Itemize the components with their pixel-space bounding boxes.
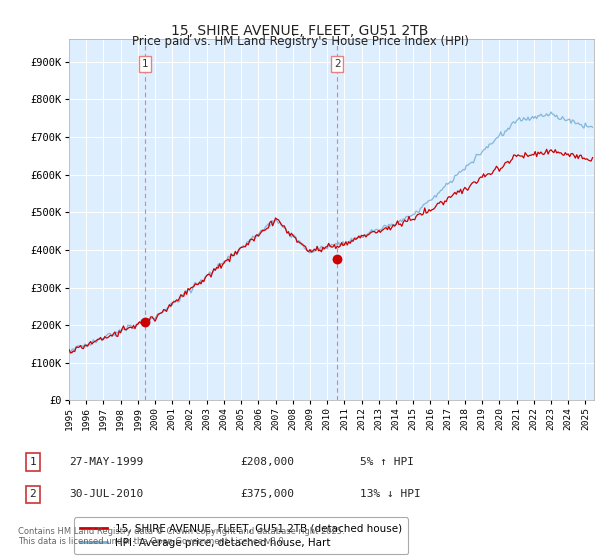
Text: 5% ↑ HPI: 5% ↑ HPI — [360, 457, 414, 467]
Text: 30-JUL-2010: 30-JUL-2010 — [69, 489, 143, 500]
Text: 1: 1 — [142, 59, 148, 69]
Text: 2: 2 — [334, 59, 340, 69]
Point — [140, 318, 150, 326]
Text: 1: 1 — [29, 457, 37, 467]
Point — [332, 255, 342, 264]
Text: £375,000: £375,000 — [240, 489, 294, 500]
Text: Contains HM Land Registry data © Crown copyright and database right 2025.
This d: Contains HM Land Registry data © Crown c… — [18, 526, 344, 546]
Text: 13% ↓ HPI: 13% ↓ HPI — [360, 489, 421, 500]
Legend: 15, SHIRE AVENUE, FLEET, GU51 2TB (detached house), HPI: Average price, detached: 15, SHIRE AVENUE, FLEET, GU51 2TB (detac… — [74, 517, 408, 554]
Text: 2: 2 — [29, 489, 37, 500]
Text: 27-MAY-1999: 27-MAY-1999 — [69, 457, 143, 467]
Text: Price paid vs. HM Land Registry's House Price Index (HPI): Price paid vs. HM Land Registry's House … — [131, 35, 469, 48]
Text: 15, SHIRE AVENUE, FLEET, GU51 2TB: 15, SHIRE AVENUE, FLEET, GU51 2TB — [172, 24, 428, 38]
Text: £208,000: £208,000 — [240, 457, 294, 467]
